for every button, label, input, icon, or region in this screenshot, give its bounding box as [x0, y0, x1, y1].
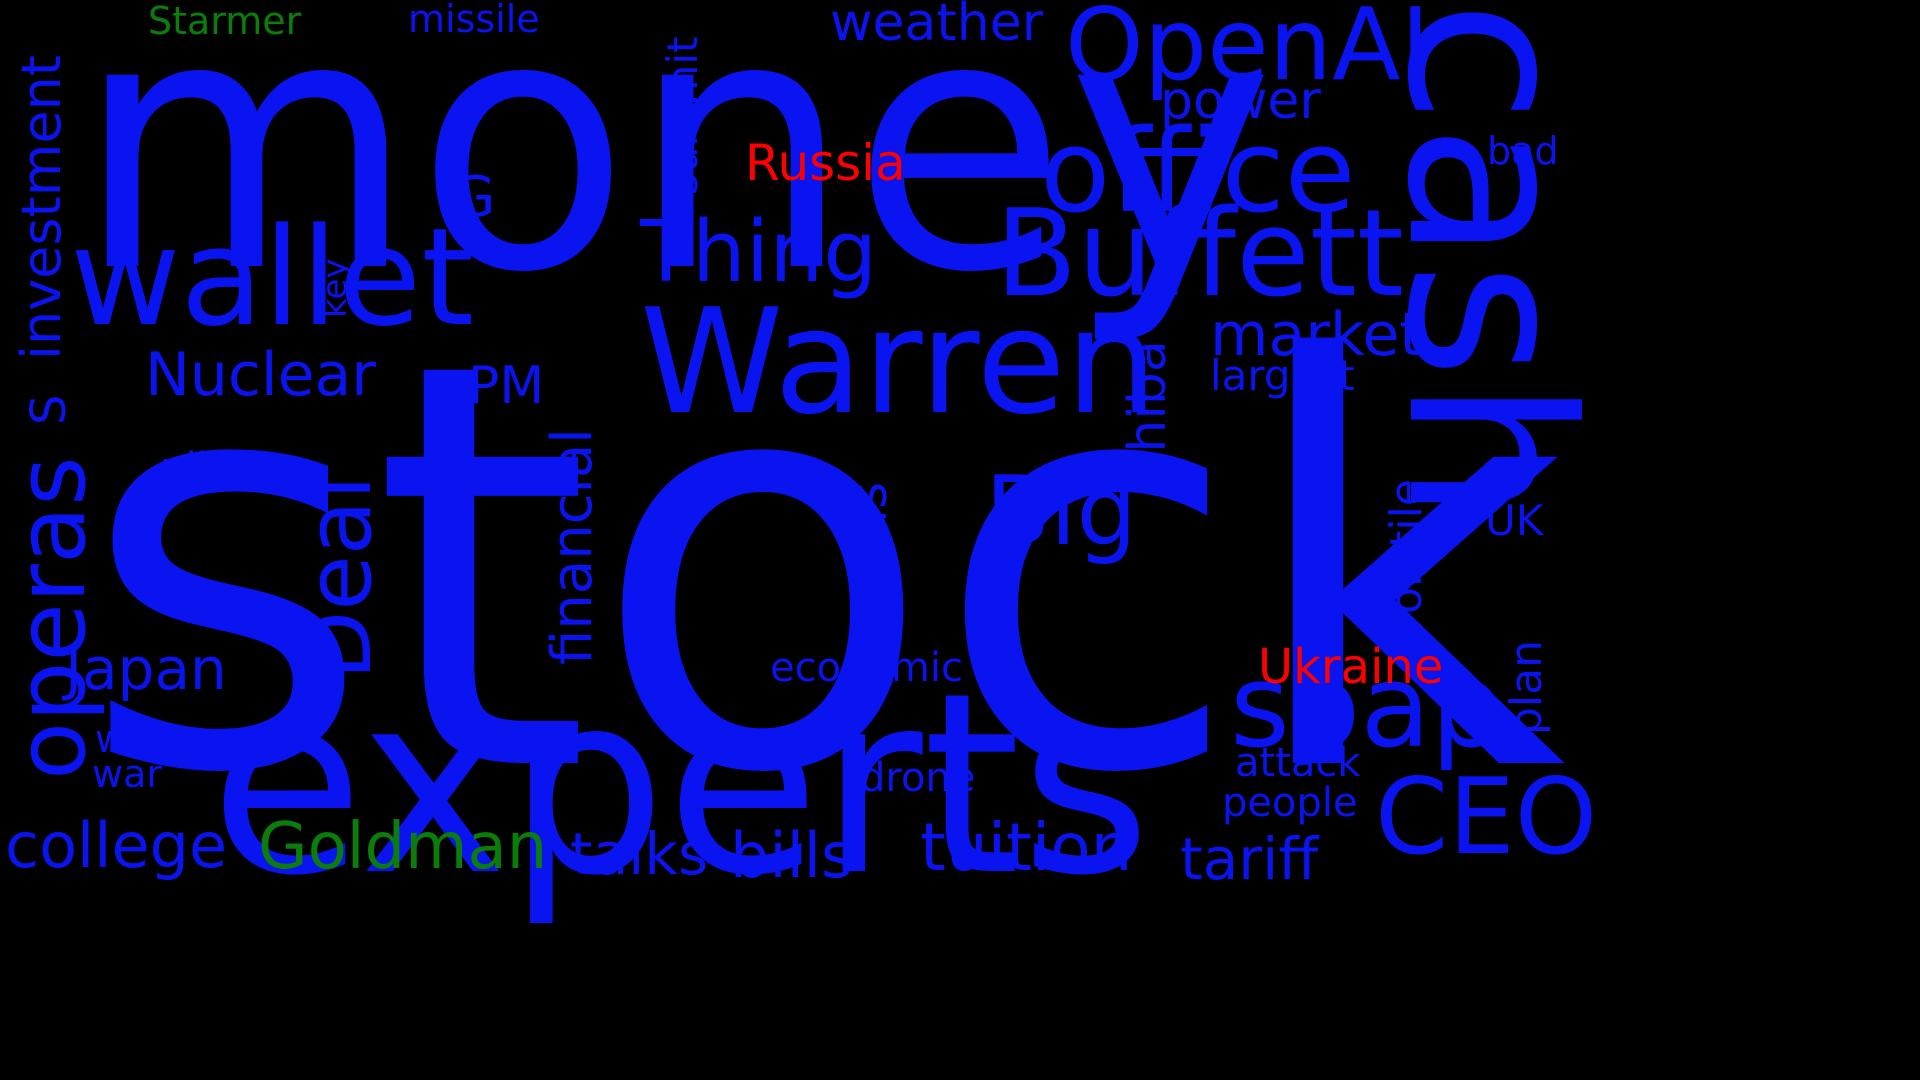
word-missile: missile — [408, 0, 540, 41]
word-experts: experts — [210, 639, 1151, 930]
word-volatile: volatile — [1381, 479, 1432, 640]
word-power: power — [1160, 71, 1321, 131]
word-s: S — [21, 394, 77, 425]
word-nuclear: Nuclear — [145, 340, 376, 410]
word-deal: Deal — [287, 475, 392, 680]
word-ishiba: Ishiba — [1118, 340, 1178, 495]
word-bills: bills — [730, 819, 854, 892]
word-u: U — [1312, 466, 1348, 522]
word-tariff: tariff — [1180, 825, 1319, 893]
word-starmer: Starmer — [148, 0, 302, 43]
word-tuition: tuition — [920, 809, 1133, 886]
word-war: war — [92, 752, 162, 796]
word-ukraine: Ukraine — [1258, 639, 1444, 695]
word-market: market — [1210, 300, 1423, 370]
word-ceo: CEO — [1375, 756, 1598, 878]
word-office: office — [1040, 105, 1356, 239]
word-drone: drone — [860, 755, 976, 801]
word-warren: Warren — [640, 278, 1158, 447]
word-japan: Japan — [65, 635, 227, 703]
word-wins: wins — [95, 717, 181, 761]
word-big: Big — [985, 457, 1137, 567]
word-stock: stock — [80, 244, 1567, 896]
word-uk: UK — [1485, 496, 1544, 545]
word-vibes: vibes — [162, 445, 268, 491]
word-weather: weather — [830, 0, 1044, 53]
word-g: G — [452, 165, 496, 230]
word-key: key — [315, 258, 355, 318]
word-thing: Thing — [640, 203, 878, 302]
word-money: money — [75, 0, 1275, 349]
word-investment: investment — [10, 55, 73, 360]
word-attack: attack — [1235, 740, 1361, 786]
word-wallet: wallet — [70, 199, 475, 356]
word-summit: summit — [658, 36, 707, 195]
word-economic: economic — [770, 645, 963, 691]
word-pm: PM — [468, 356, 545, 416]
word-openai: OpenAI — [1065, 0, 1430, 103]
word-russia: Russia — [745, 134, 906, 192]
word-people: people — [1222, 780, 1358, 826]
word-college: college — [5, 809, 228, 882]
word-buffett: Buffett — [995, 185, 1404, 324]
word-financial: financial — [540, 428, 605, 665]
word-largest: largest — [1210, 351, 1355, 400]
word-operas: operas — [0, 456, 107, 780]
word-talks: talks — [570, 820, 709, 888]
word-bad: bad — [1487, 129, 1559, 173]
word-plan: plan — [1501, 639, 1552, 735]
word-goldman: Goldman — [258, 810, 548, 884]
word-crisis: crisis — [839, 481, 899, 615]
word-soap: soap — [1230, 640, 1504, 774]
